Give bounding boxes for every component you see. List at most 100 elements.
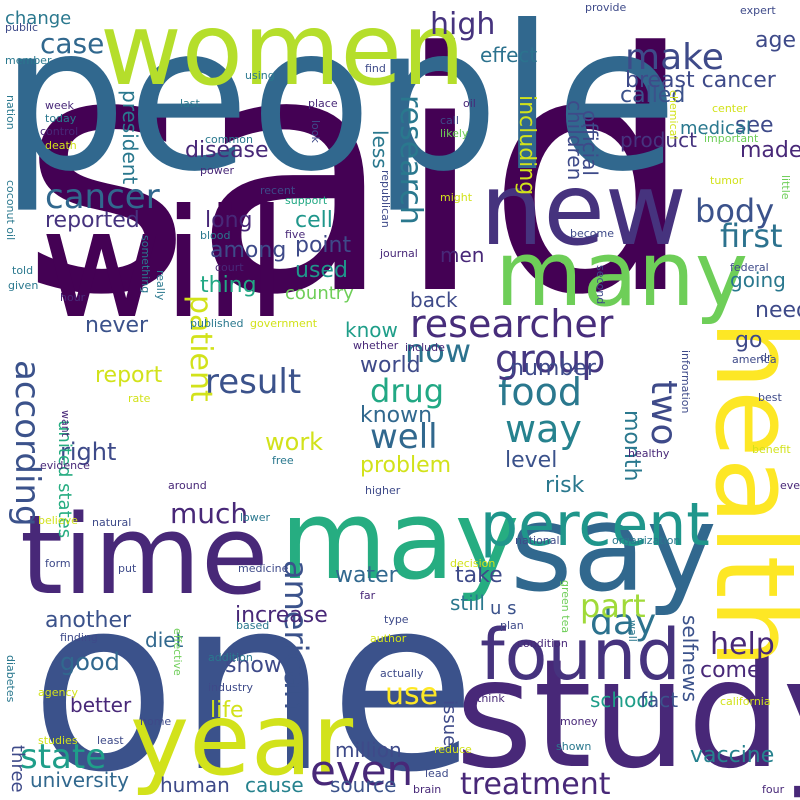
word-show: show (225, 653, 282, 678)
word-diabetes: diabetes (4, 655, 17, 703)
word-least: least (97, 734, 124, 747)
word-source: source (330, 773, 397, 797)
word-including: including (514, 95, 539, 196)
word-month: month (619, 410, 644, 482)
word-never: never (85, 313, 149, 338)
word-take: take (455, 563, 503, 588)
word-expert: expert (740, 4, 776, 17)
word-free: free (272, 454, 294, 467)
word-benefit: benefit (752, 443, 791, 456)
word-green-tea: green tea (559, 580, 572, 634)
word-best: best (758, 391, 782, 404)
word-change: change (5, 8, 72, 29)
word-way: way (505, 407, 582, 451)
word-part: part (580, 587, 646, 625)
word-far: far (360, 589, 376, 602)
word-make: make (625, 37, 724, 78)
word-three: three (7, 745, 28, 793)
word-water: water (335, 563, 398, 588)
word-organization: organization (612, 534, 681, 547)
word-higher: higher (365, 484, 401, 497)
word-many: many (495, 222, 749, 327)
word-agency: agency (38, 686, 79, 699)
word-whether: whether (353, 339, 399, 352)
word-blood: blood (200, 229, 231, 242)
word-group: group (495, 337, 606, 381)
word-women: women (100, 0, 466, 108)
word-two: two (643, 380, 684, 446)
word-coconut-oil: coconut oil (4, 180, 17, 241)
word-studies: studies (38, 734, 78, 747)
word-use: use (385, 677, 439, 712)
word-official: official (578, 110, 602, 176)
word-even: even (310, 746, 414, 795)
word-today: today (45, 112, 77, 125)
word-want: want (59, 410, 72, 438)
word-much: much (170, 497, 249, 530)
word-provide: provide (585, 1, 627, 14)
word-human: human (160, 773, 230, 797)
word-thing: thing (200, 273, 257, 298)
word-industry: industry (208, 681, 254, 694)
word-go: go (735, 328, 763, 353)
word-long: long (205, 208, 253, 233)
word-said: said (20, 0, 696, 367)
word-plan: plan (500, 619, 524, 632)
word-author: author (370, 632, 407, 645)
word-addition: addition (208, 651, 253, 664)
word-last: last (180, 97, 200, 110)
word-back: back (410, 288, 458, 312)
word-center: center (712, 102, 748, 115)
word-people: people (0, 0, 678, 216)
word-diet: diet (145, 628, 184, 652)
word-well: well (370, 417, 438, 457)
word-still: still (450, 591, 485, 615)
word-call: call (440, 114, 459, 127)
word-life: life (210, 698, 244, 723)
word-day: day (590, 602, 657, 643)
word-first: first (720, 217, 783, 255)
word-around: around (168, 479, 207, 492)
word-risk: risk (545, 473, 585, 498)
word-men: men (440, 243, 485, 267)
word-told: told (12, 264, 34, 277)
word-president: president (118, 90, 142, 185)
word-known: known (360, 403, 433, 428)
word-better: better (70, 693, 132, 717)
word-u-s: u s (490, 598, 517, 619)
word-result: result (205, 362, 302, 402)
word-tumor: tumor (710, 174, 744, 187)
word-among: among (210, 238, 287, 263)
word-recent: recent (260, 184, 296, 197)
word-one: one (30, 545, 477, 800)
word-now: now (405, 332, 472, 370)
word-national: national (515, 534, 560, 547)
word-something: something (139, 235, 152, 294)
word-week: week (45, 99, 74, 112)
word-increase: increase (235, 603, 328, 628)
word-place: place (308, 97, 338, 110)
word-age: age (755, 28, 796, 53)
word-court: court (215, 261, 244, 274)
word-right: right (60, 438, 117, 466)
word-need: need (755, 298, 800, 323)
word-public: public (5, 21, 39, 34)
word-think: think (477, 692, 505, 705)
word-good: good (60, 648, 120, 676)
word-evidence: evidence (40, 459, 90, 472)
word-federal: federal (730, 261, 769, 274)
word-member: member (5, 54, 52, 67)
word-shown: shown (556, 740, 592, 753)
word-actually: actually (380, 667, 424, 680)
word-home: home (140, 715, 172, 728)
word-cause: cause (245, 773, 304, 797)
word-selfnews: selfnews (678, 615, 702, 703)
word-natural: natural (92, 516, 132, 529)
word-using: using (245, 69, 275, 82)
word-type: type (384, 613, 409, 626)
word-believe: believe (38, 514, 78, 527)
word-death: death (45, 139, 77, 152)
word-health: health (691, 320, 800, 669)
word-common: common (205, 133, 253, 146)
word-important: important (704, 132, 759, 145)
